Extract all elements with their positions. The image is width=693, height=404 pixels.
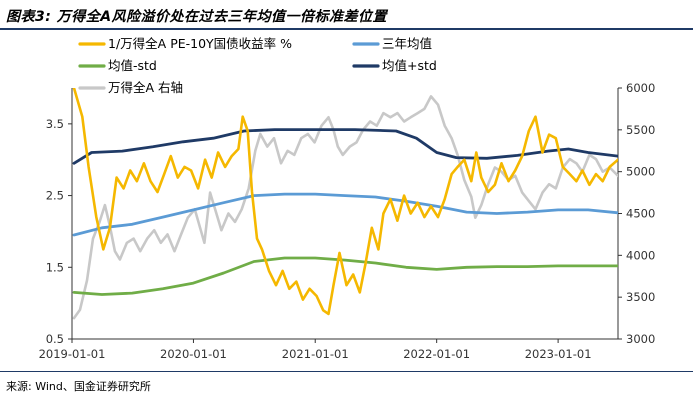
right-tick-label: 4500 xyxy=(626,207,655,221)
legend-item-mean-minus-std: 均值-std xyxy=(78,58,157,73)
chart-series xyxy=(72,88,618,320)
legend-label: 三年均值 xyxy=(382,36,432,51)
legend-label: 万得全A 右轴 xyxy=(108,80,183,95)
legend-label: 均值+std xyxy=(382,58,437,73)
right-tick-label: 5500 xyxy=(626,123,655,137)
left-tick-label: 3.5 xyxy=(46,117,64,131)
x-tick-label: 2019-01-01 xyxy=(39,347,106,361)
right-tick-label: 3000 xyxy=(626,332,655,346)
right-tick-label: 5000 xyxy=(626,165,655,179)
legend-item-mean-plus-std: 均值+std xyxy=(352,58,437,73)
left-tick-label: 1.5 xyxy=(46,260,64,274)
legend-label: 1/万得全A PE-10Y国债收益率 % xyxy=(108,36,292,51)
x-tick-label: 2020-01-01 xyxy=(160,347,227,361)
x-tick-label: 2021-01-01 xyxy=(282,347,349,361)
legend-item-three-year-mean: 三年均值 xyxy=(352,36,432,51)
legend-item-wind-a-index: 万得全A 右轴 xyxy=(78,80,183,95)
x-tick-label: 2023-01-01 xyxy=(525,347,592,361)
legend-label: 均值-std xyxy=(108,58,157,73)
series-line-wind-a-index xyxy=(72,95,618,320)
x-tick-label: 2022-01-01 xyxy=(403,347,470,361)
source-note: 来源: Wind、国金证券研究所 xyxy=(6,380,151,393)
title-rule xyxy=(0,28,693,30)
left-tick-label: 2.5 xyxy=(46,189,64,203)
right-tick-label: 4000 xyxy=(626,248,655,262)
left-tick-label: 0.5 xyxy=(46,332,64,346)
right-tick-label: 3500 xyxy=(626,290,655,304)
series-line-mean-plus-std xyxy=(72,128,618,165)
source-rule xyxy=(0,371,693,372)
series-line-mean-minus-std xyxy=(72,256,618,296)
chart-title: 图表3: 万得全A风险溢价处在过去三年均值一倍标准差位置 xyxy=(6,9,388,25)
series-line-pe-yield xyxy=(72,88,618,316)
series-line-three-year-mean xyxy=(72,192,618,237)
legend-item-pe-yield: 1/万得全A PE-10Y国债收益率 % xyxy=(78,36,292,51)
chart-axes: 0.5 1.5 2.5 3.5 3000 3500 4000 4500 5000 5500 6000… xyxy=(39,81,656,361)
right-tick-label: 6000 xyxy=(626,81,655,95)
